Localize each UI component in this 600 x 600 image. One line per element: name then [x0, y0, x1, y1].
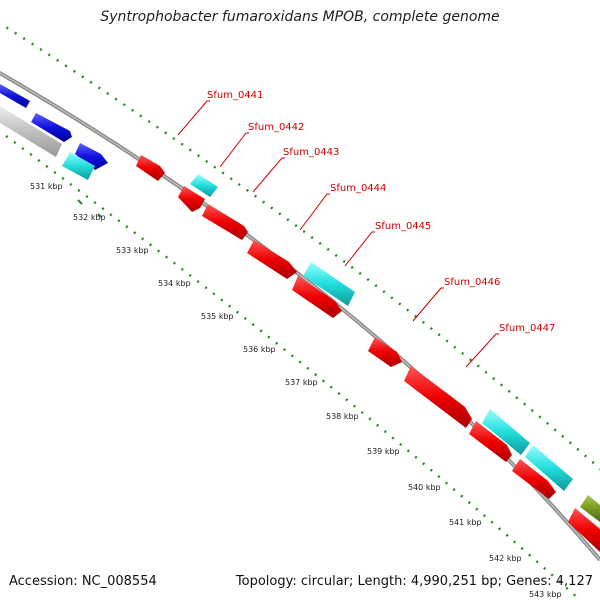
- gene-arrow: [482, 409, 530, 455]
- gene-arrow: [292, 276, 342, 318]
- gene-arrow: [568, 508, 600, 552]
- kbp-label: 535 kbp: [201, 312, 234, 321]
- kbp-label: 542 kbp: [489, 554, 522, 563]
- kbp-label: 543 kbp: [529, 590, 562, 599]
- scale-ticks: [77, 199, 102, 218]
- gene-label[interactable]: Sfum_0447: [499, 323, 555, 334]
- gene-label[interactable]: Sfum_0446: [444, 277, 500, 288]
- forward-strand-genes: [0, 84, 600, 522]
- gene-arrow: [469, 421, 512, 462]
- kbp-label: 532 kbp: [73, 213, 106, 222]
- genome-summary-text: Topology: circular; Length: 4,990,251 bp…: [235, 574, 593, 589]
- outer-dotted-ring: [0, 21, 600, 471]
- kbp-label: 536 kbp: [243, 345, 276, 354]
- inner-dotted-ring: [0, 129, 581, 600]
- gene-label[interactable]: Sfum_0445: [375, 221, 431, 232]
- gene-arrow: [525, 445, 573, 491]
- accession-text: Accession: NC_008554: [9, 574, 157, 589]
- gene-label-leaders: [177, 100, 499, 368]
- gene-arrow: [136, 155, 165, 181]
- kbp-scale-labels: 531 kbp 532 kbp 533 kbp 534 kbp 535 kbp …: [30, 182, 562, 599]
- gene-arrow: [75, 143, 108, 170]
- gene-arrow: [190, 174, 218, 197]
- kbp-label: 540 kbp: [408, 483, 441, 492]
- reverse-strand-genes: [0, 106, 600, 552]
- map-title: Syntrophobacter fumaroxidans MPOB, compl…: [100, 9, 500, 25]
- gene-label[interactable]: Sfum_0441: [207, 90, 263, 101]
- gene-label[interactable]: Sfum_0443: [283, 147, 339, 158]
- gene-labels: Sfum_0441 Sfum_0442 Sfum_0443 Sfum_0444 …: [207, 90, 555, 334]
- gene-arrow: [512, 459, 556, 499]
- kbp-label: 538 kbp: [326, 412, 359, 421]
- kbp-label: 531 kbp: [30, 182, 63, 191]
- gene-arrow: [0, 106, 62, 157]
- genome-backbone: [0, 70, 600, 562]
- kbp-label: 537 kbp: [285, 378, 318, 387]
- kbp-label: 533 kbp: [116, 246, 149, 255]
- gene-arrow: [62, 152, 95, 180]
- kbp-label: 541 kbp: [449, 518, 482, 527]
- genome-backbone-inner: [0, 72, 600, 561]
- gene-arrow: [202, 204, 248, 240]
- kbp-label: 534 kbp: [158, 279, 191, 288]
- gene-label[interactable]: Sfum_0442: [248, 122, 304, 133]
- gene-label[interactable]: Sfum_0444: [330, 183, 386, 194]
- gene-arrow: [247, 240, 297, 279]
- gene-arrow: [404, 366, 472, 428]
- gene-arrow: [303, 262, 355, 306]
- gene-arrow: [0, 84, 30, 108]
- gene-arrow: [368, 337, 402, 367]
- gene-arrow: [31, 113, 72, 142]
- gene-arrow: [178, 186, 205, 212]
- kbp-label: 539 kbp: [367, 447, 400, 456]
- gene-arrow: [580, 495, 600, 522]
